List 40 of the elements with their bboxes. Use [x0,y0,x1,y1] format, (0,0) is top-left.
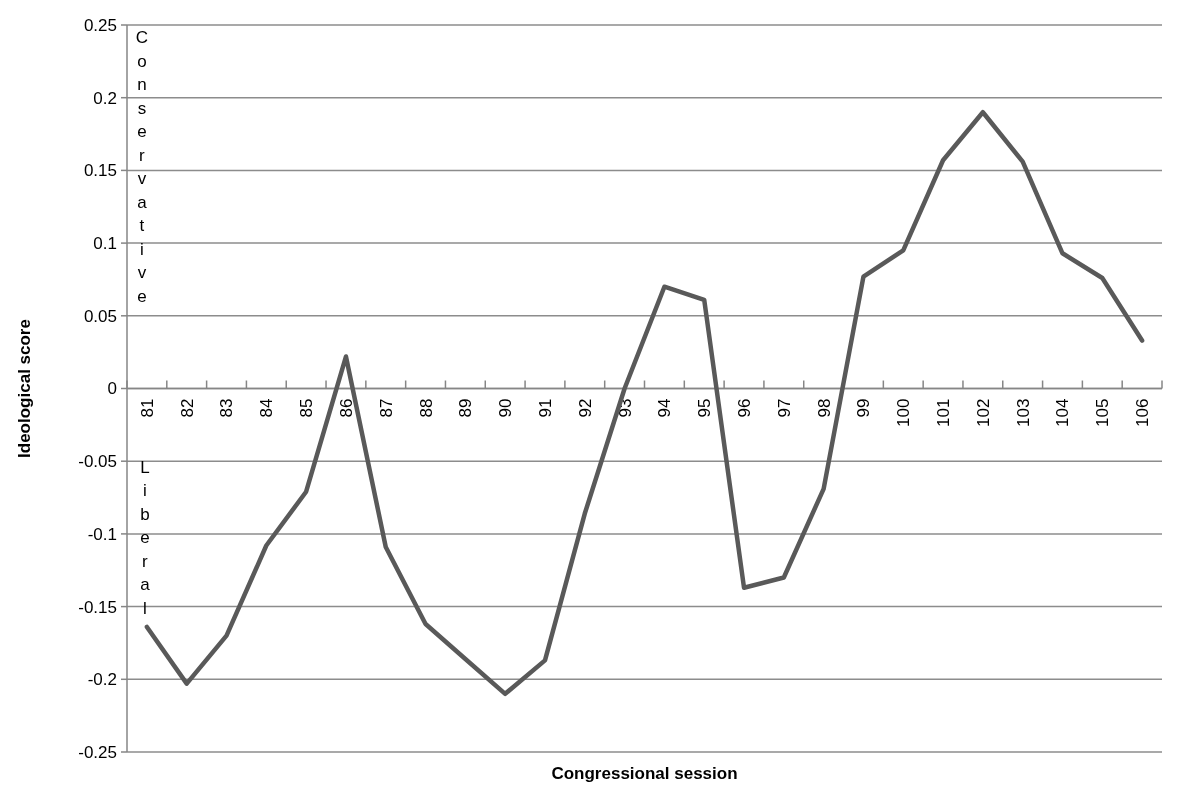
y-tick-label: 0.05 [83,306,117,326]
y-tick-label: -0.15 [78,597,117,617]
x-tick-label: 84 [257,398,277,418]
y-tick-label: 0.2 [93,88,117,108]
y-tick-label: -0.25 [78,742,117,762]
y-axis-title: Ideological score [15,319,34,458]
x-tick-label: 106 [1133,398,1153,427]
x-tick-label: 85 [297,398,317,418]
y-tick-label: -0.05 [78,452,117,472]
x-axis-title: Congressional session [551,764,738,783]
x-tick-label: 103 [1013,398,1033,427]
y-tick-label: -0.1 [87,524,117,544]
x-tick-label: 102 [973,398,993,427]
x-tick-label: 87 [376,398,396,418]
y-tick-label: -0.2 [87,670,117,690]
x-tick-label: 82 [177,398,197,418]
x-tick-label: 95 [695,398,715,418]
x-tick-label: 90 [496,398,516,418]
x-tick-label: 96 [734,398,754,418]
x-tick-label: 98 [814,398,834,418]
x-tick-label: 91 [535,398,555,418]
x-tick-label: 92 [575,398,595,418]
x-tick-label: 100 [894,398,914,427]
x-tick-label: 99 [854,398,874,418]
x-tick-label: 97 [774,398,794,418]
x-tick-label: 81 [137,398,157,418]
y-tick-label: 0.25 [83,15,117,35]
y-tick-label: 0 [107,379,117,399]
x-tick-label: 89 [456,398,476,418]
y-tick-label: 0.1 [93,234,117,254]
x-tick-label: 101 [934,398,954,427]
annotation: Liberal [140,457,151,618]
x-tick-label: 86 [336,398,356,418]
x-tick-label: 94 [655,398,675,418]
x-tick-label: 83 [217,398,237,418]
text: Conservative [135,28,149,306]
x-tick-label: 105 [1093,398,1113,427]
x-tick-label: 104 [1053,398,1073,427]
x-tick-label: 88 [416,398,436,418]
y-tick-label: 0.15 [83,161,117,181]
